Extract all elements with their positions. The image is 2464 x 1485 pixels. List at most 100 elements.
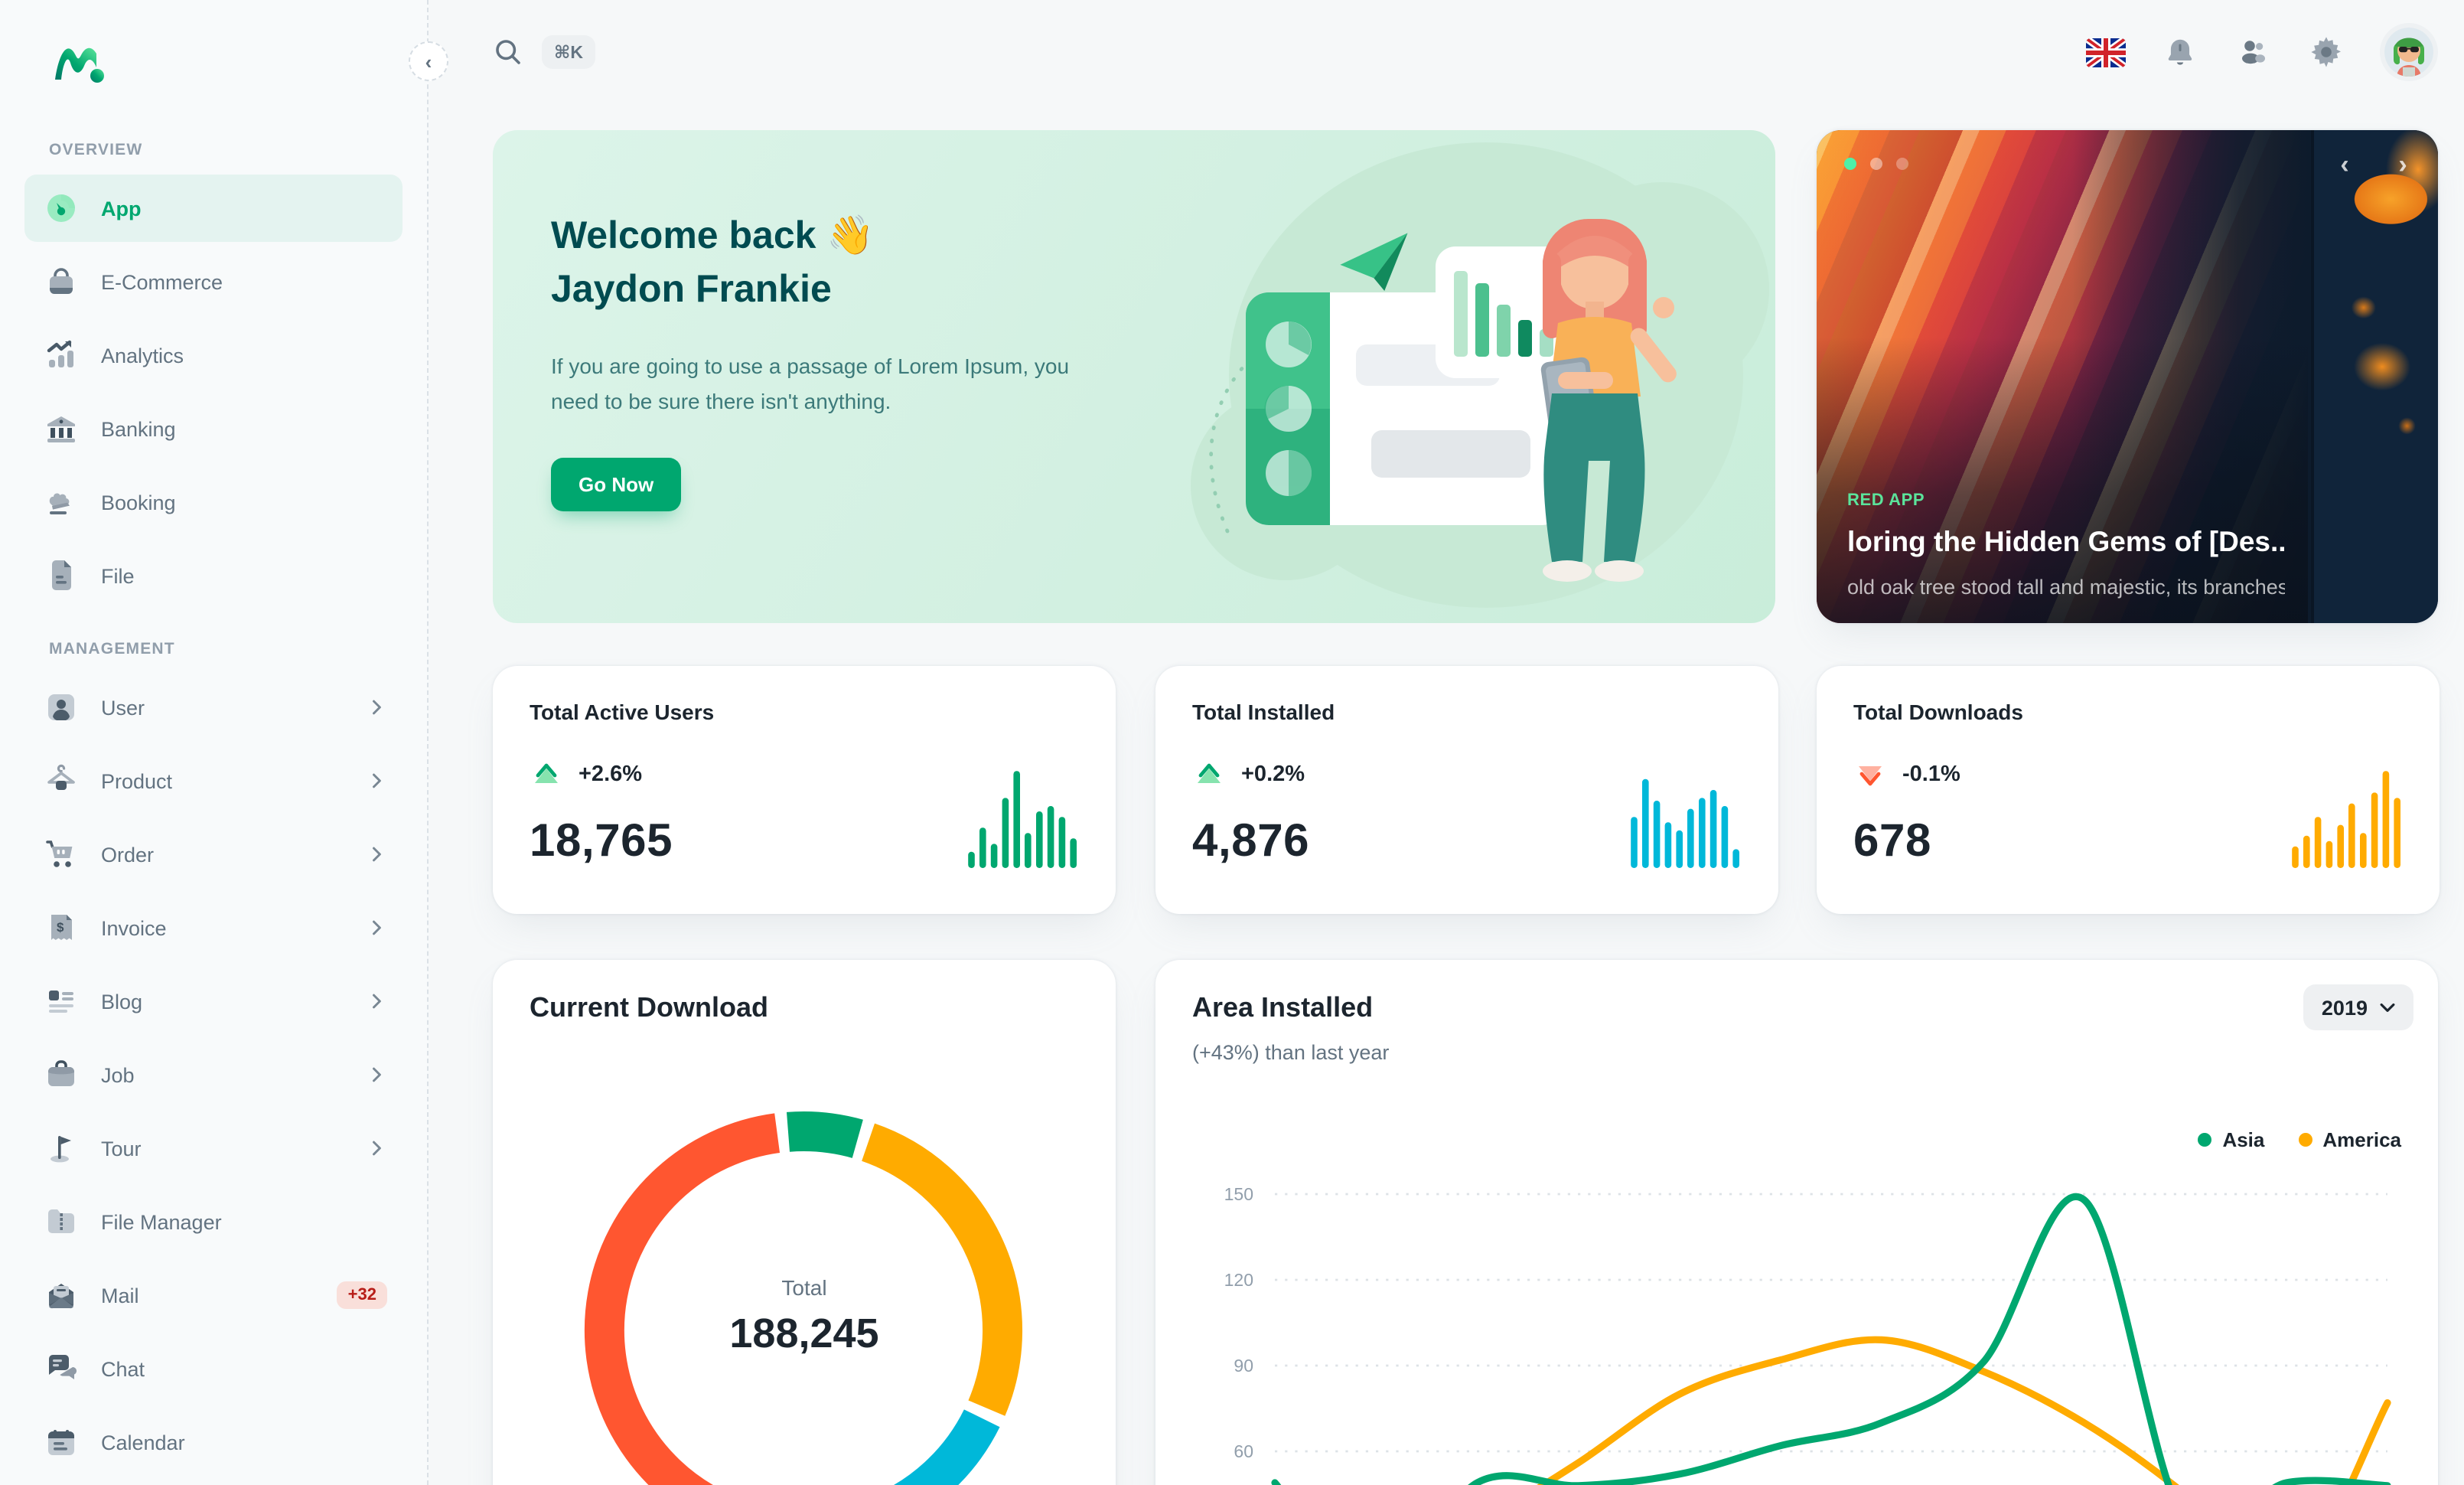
chevron-right-icon: [373, 700, 381, 715]
area-card-subtitle: (+43%) than last year: [1192, 1041, 1390, 1064]
spark-bar: [2360, 833, 2367, 868]
spark-bar: [1721, 806, 1729, 868]
sidebar-item-analytics[interactable]: Analytics: [24, 321, 403, 389]
year-select[interactable]: 2019: [2303, 984, 2413, 1030]
featured-title[interactable]: loring the Hidden Gems of [Des...: [1847, 525, 2285, 557]
line-series-asia: [1271, 1193, 2391, 1485]
welcome-title: Welcome back 👋 Jaydon Frankie: [551, 214, 875, 310]
sidebar-item-tour[interactable]: Tour: [24, 1115, 403, 1182]
carousel-dot[interactable]: [1896, 158, 1908, 170]
line-series-america: [1537, 1336, 2391, 1485]
chevron-right-icon: [373, 920, 381, 935]
stat-title: Total Downloads: [1853, 700, 2023, 724]
sidebar-item-ecommerce[interactable]: E-Commerce: [24, 248, 403, 315]
sidebar-item-file[interactable]: File: [24, 542, 403, 609]
search-button[interactable]: ⌘K: [493, 35, 595, 69]
trend-up-icon: [535, 763, 558, 783]
stat-title: Total Active Users: [530, 700, 715, 724]
spark-bar: [1699, 798, 1706, 868]
sidebar-item-label: Calendar: [101, 1431, 185, 1454]
chevron-right-icon: [373, 847, 381, 862]
chevron-right-icon: [373, 1141, 381, 1156]
carousel-dot-active[interactable]: [1844, 158, 1856, 170]
chat-bubbles-icon: [49, 1355, 77, 1379]
legend-item-asia: Asia: [2198, 1128, 2264, 1151]
notifications-button[interactable]: [2159, 32, 2199, 72]
spark-bar: [2371, 792, 2378, 868]
featured-tag: RED APP: [1847, 491, 1925, 510]
stat-card-downloads: Total Downloads -0.1% 678: [1817, 666, 2440, 914]
sidebar-item-chat[interactable]: Chat: [24, 1335, 403, 1402]
spark-bar: [979, 827, 986, 868]
sidebar-item-file-manager[interactable]: File Manager: [24, 1188, 403, 1255]
contacts-icon: [2242, 41, 2265, 64]
language-button[interactable]: [2086, 32, 2126, 72]
contacts-button[interactable]: [2233, 32, 2273, 72]
sidebar-item-invoice[interactable]: $ Invoice: [24, 894, 403, 961]
line-chart: 150 120 90 60: [1224, 1184, 2391, 1485]
spark-bar: [2337, 824, 2344, 868]
sidebar-item-app[interactable]: App: [24, 175, 403, 242]
spark-bar: [2348, 803, 2355, 868]
analytics-chart-icon: [47, 340, 73, 367]
sidebar-item-product[interactable]: Product: [24, 747, 403, 814]
sidebar-item-banking[interactable]: Banking: [24, 395, 403, 462]
brand-logo-icon[interactable]: [49, 34, 110, 95]
spark-bar: [1642, 778, 1649, 868]
donut-card-title: Current Download: [530, 992, 768, 1023]
section-label-overview: OVERVIEW: [49, 141, 143, 159]
area-card-title: Area Installed: [1192, 992, 1374, 1023]
sidebar-item-label: Chat: [101, 1357, 145, 1380]
go-now-button[interactable]: Go Now: [551, 458, 682, 512]
chevron-right-icon: [373, 994, 381, 1009]
cart-icon: [46, 840, 73, 867]
carousel-prev-button[interactable]: ‹: [2340, 150, 2349, 179]
spark-bar: [1070, 838, 1077, 868]
area-installed-card: Area Installed (+43%) than last year 201…: [1155, 960, 2438, 1485]
spark-bar: [1687, 808, 1694, 868]
carousel-dot[interactable]: [1870, 158, 1882, 170]
legend-dot: [2298, 1133, 2312, 1147]
settings-button[interactable]: [2306, 32, 2346, 72]
y-axis-label: 90: [1234, 1356, 1253, 1376]
sidebar-item-job[interactable]: Job: [24, 1041, 403, 1108]
featured-app-card: ‹ › RED APP loring the Hidden Gems of [D…: [1817, 130, 2438, 623]
sidebar-item-booking[interactable]: Booking: [24, 468, 403, 536]
spark-bar: [1002, 798, 1009, 868]
person-figure: [1540, 219, 1677, 582]
trend-down-icon: [1859, 766, 1882, 786]
spark-bar: [2292, 846, 2299, 868]
stat-value: 18,765: [530, 816, 673, 867]
sidebar-item-order[interactable]: Order: [24, 821, 403, 888]
sidebar-item-user[interactable]: User: [24, 674, 403, 741]
stat-value: 678: [1853, 816, 1931, 867]
spark-bar: [1047, 806, 1054, 868]
spark-bar: [1676, 830, 1683, 868]
sparkline-bars: [2292, 771, 2400, 868]
chevron-right-icon: [373, 1067, 381, 1082]
sidebar-item-label: Product: [101, 769, 173, 792]
sidebar-item-label: Job: [101, 1063, 135, 1086]
spark-bar: [1025, 833, 1032, 868]
account-button[interactable]: [2380, 23, 2438, 81]
topbar: ⌘K: [429, 0, 2464, 104]
briefcase-icon: [48, 1060, 74, 1086]
carousel-next-button[interactable]: ›: [2398, 150, 2407, 179]
current-download-card: Current Download Total 188,245: [493, 960, 1116, 1485]
sidebar-item-label: Blog: [101, 990, 143, 1013]
chevron-right-icon: [373, 773, 381, 788]
sidebar-item-label: Booking: [101, 491, 176, 514]
y-axis-label: 150: [1224, 1184, 1253, 1204]
sidebar-collapse-button[interactable]: ‹: [409, 41, 448, 81]
sidebar-item-blog[interactable]: Blog: [24, 968, 403, 1035]
bell-icon: [2167, 38, 2192, 64]
chart-legend: Asia America: [2198, 1128, 2401, 1151]
sidebar-item-calendar[interactable]: Calendar: [24, 1408, 403, 1476]
welcome-body: If you are going to use a passage of Lor…: [551, 354, 1070, 413]
stat-delta-value: -0.1%: [1902, 762, 1960, 787]
spark-bar: [968, 851, 975, 868]
mail-unread-badge: +32: [337, 1281, 387, 1309]
sidebar-item-mail[interactable]: Mail +32: [24, 1261, 403, 1329]
donut-segment: [786, 1111, 863, 1158]
stat-card-installed: Total Installed +0.2% 4,876: [1155, 666, 1778, 914]
